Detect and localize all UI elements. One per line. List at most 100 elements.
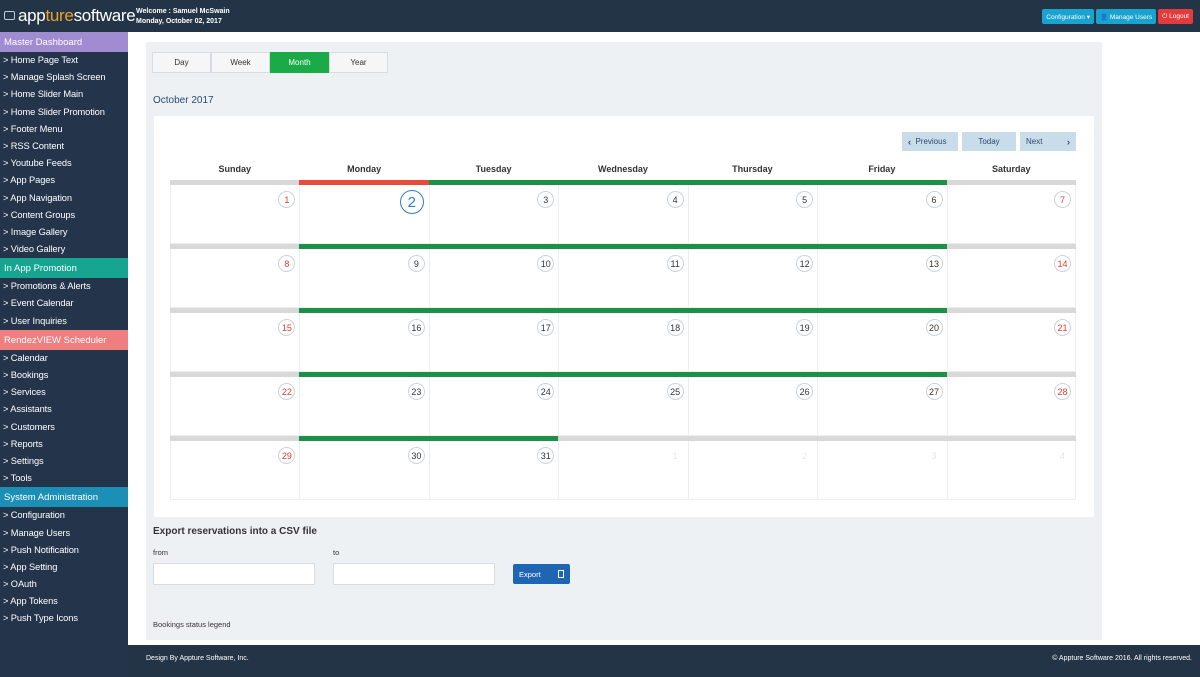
day-cell[interactable]: 20 (817, 313, 947, 372)
sidebar-item-home-page-text[interactable]: > Home Page Text (3, 55, 78, 65)
today-button[interactable]: Today (962, 132, 1016, 151)
day-number[interactable]: 4 (1053, 447, 1071, 464)
export-button[interactable]: Export (513, 564, 570, 584)
day-cell[interactable]: 19 (687, 313, 818, 372)
day-number[interactable]: 6 (925, 191, 943, 208)
day-number[interactable]: 12 (796, 255, 814, 272)
sidebar-item-app-pages[interactable]: > App Pages (3, 175, 55, 186)
day-cell[interactable]: 10 (428, 249, 559, 308)
day-cell[interactable]: 11 (558, 249, 688, 308)
day-cell[interactable]: 30 (299, 441, 429, 500)
day-number[interactable]: 1 (278, 191, 296, 208)
sidebar-item-video-gallery[interactable]: > Video Gallery (3, 244, 66, 255)
day-number[interactable]: 22 (278, 383, 296, 400)
day-cell[interactable]: 28 (946, 377, 1076, 436)
from-date-input[interactable] (153, 563, 315, 585)
sidebar-item-user-inquiries[interactable]: > User Inquiries (3, 315, 67, 326)
sidebar-item-settings[interactable]: > Settings (3, 455, 44, 466)
manage-users-button[interactable]: 👤 Manage Users (1095, 9, 1157, 24)
logout-button[interactable]: ⏻ Logout (1158, 9, 1193, 24)
sidebar-item-manage-users[interactable]: > Manage Users (3, 527, 71, 538)
day-cell[interactable]: 12 (687, 249, 818, 308)
tab-year[interactable]: Year (329, 52, 388, 73)
day-cell[interactable]: 14 (946, 249, 1076, 308)
day-cell[interactable]: 8 (170, 249, 300, 308)
day-cell[interactable]: 26 (687, 377, 818, 436)
day-cell[interactable]: 13 (817, 249, 947, 308)
day-cell[interactable]: 1 (558, 441, 688, 500)
day-cell[interactable]: 6 (817, 185, 947, 244)
day-number[interactable]: 30 (407, 447, 425, 464)
day-cell[interactable]: 7 (946, 185, 1076, 244)
sidebar-item-rss-content[interactable]: > RSS Content (3, 140, 64, 151)
sidebar-item-app-setting[interactable]: > App Setting (3, 561, 58, 572)
day-number[interactable]: 21 (1053, 319, 1071, 336)
day-cell[interactable]: 17 (428, 313, 559, 372)
day-cell[interactable]: 3 (817, 441, 947, 500)
day-number[interactable]: 19 (796, 319, 814, 336)
sidebar-item-bookings[interactable]: > Bookings (3, 370, 49, 380)
next-button[interactable]: Next › (1020, 132, 1076, 151)
day-number[interactable]: 20 (925, 319, 943, 336)
tab-month[interactable]: Month (270, 52, 329, 73)
day-number[interactable]: 7 (1053, 191, 1071, 208)
day-number[interactable]: 28 (1053, 383, 1071, 400)
day-number[interactable]: 3 (925, 447, 943, 464)
day-cell[interactable]: 4 (558, 185, 688, 244)
app-logo[interactable]: appturesoftware (4, 6, 136, 26)
sidebar-item-assistants[interactable]: > Assistants (3, 404, 52, 415)
tab-week[interactable]: Week (211, 52, 270, 73)
day-number[interactable]: 25 (666, 383, 684, 400)
day-number[interactable]: 2 (796, 447, 814, 464)
day-number[interactable]: 15 (278, 319, 296, 336)
day-cell[interactable]: 29 (170, 441, 300, 500)
sidebar-item-configuration[interactable]: > Configuration (3, 510, 65, 521)
to-date-input[interactable] (333, 563, 495, 585)
sidebar-item-customers[interactable]: > Customers (3, 421, 55, 432)
sidebar-item-event-calendar[interactable]: > Event Calendar (3, 298, 74, 309)
day-cell[interactable]: 27 (817, 377, 947, 436)
sidebar-item-home-slider-main[interactable]: > Home Slider Main (3, 89, 84, 100)
day-number[interactable]: 1 (666, 447, 684, 464)
sidebar-item-promotions-alerts[interactable]: > Promotions & Alerts (3, 281, 91, 292)
day-number[interactable]: 3 (537, 191, 555, 208)
day-number[interactable]: 17 (537, 319, 555, 336)
day-cell[interactable]: 5 (687, 185, 818, 244)
day-number[interactable]: 26 (796, 383, 814, 400)
day-number[interactable]: 27 (925, 383, 943, 400)
day-cell[interactable]: 25 (558, 377, 688, 436)
day-cell[interactable]: 24 (428, 377, 559, 436)
sidebar-item-app-navigation[interactable]: > App Navigation (3, 192, 72, 203)
sidebar-section-system-administration[interactable]: System Administration (0, 487, 128, 508)
sidebar-item-tools[interactable]: > Tools (3, 473, 32, 484)
tab-day[interactable]: Day (152, 52, 211, 73)
sidebar-item-reports[interactable]: > Reports (3, 438, 43, 449)
sidebar-item-youtube-feeds[interactable]: > Youtube Feeds (3, 158, 72, 169)
sidebar-item-services[interactable]: > Services (3, 387, 46, 398)
day-cell[interactable]: 23 (299, 377, 429, 436)
day-cell[interactable]: 31 (428, 441, 559, 500)
day-cell[interactable]: 4 (946, 441, 1076, 500)
day-cell[interactable]: 2 (687, 441, 818, 500)
sidebar-item-app-tokens[interactable]: > App Tokens (3, 596, 58, 607)
day-cell[interactable]: 2 (299, 185, 429, 244)
day-number[interactable]: 29 (278, 447, 296, 464)
day-number[interactable]: 16 (407, 319, 425, 336)
day-cell[interactable]: 22 (170, 377, 300, 436)
sidebar-item-calendar[interactable]: > Calendar (3, 352, 48, 363)
day-number[interactable]: 23 (407, 383, 425, 400)
sidebar-item-content-groups[interactable]: > Content Groups (3, 209, 76, 220)
day-number[interactable]: 13 (925, 255, 943, 272)
day-cell[interactable]: 9 (299, 249, 429, 308)
day-cell[interactable]: 1 (170, 185, 300, 244)
day-cell[interactable]: 15 (170, 313, 300, 372)
previous-button[interactable]: ‹ Previous (902, 132, 958, 151)
day-number[interactable]: 31 (537, 447, 555, 464)
day-cell[interactable]: 18 (558, 313, 688, 372)
day-number[interactable]: 4 (666, 191, 684, 208)
sidebar-item-image-gallery[interactable]: > Image Gallery (3, 226, 68, 237)
day-number[interactable]: 24 (537, 383, 555, 400)
day-cell[interactable]: 16 (299, 313, 429, 372)
configuration-button[interactable]: Configuration ▾ (1042, 9, 1094, 24)
day-number[interactable]: 8 (278, 255, 296, 272)
